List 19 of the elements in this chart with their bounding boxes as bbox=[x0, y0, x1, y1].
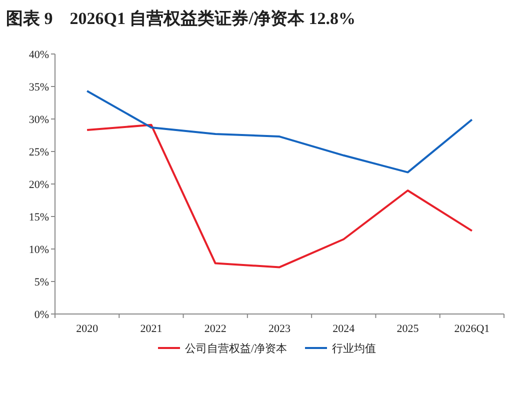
y-tick-label: 30% bbox=[28, 114, 49, 126]
y-tick-label: 35% bbox=[28, 82, 49, 94]
y-tick-label: 15% bbox=[28, 212, 49, 224]
x-tick-label: 2024 bbox=[332, 323, 356, 335]
y-tick-label: 0% bbox=[34, 309, 49, 321]
x-tick-label: 2026Q1 bbox=[454, 323, 490, 335]
x-tick-label: 2020 bbox=[76, 323, 99, 335]
y-tick-label: 20% bbox=[28, 179, 49, 191]
y-tick-label: 40% bbox=[28, 49, 49, 61]
x-tick-label: 2021 bbox=[140, 323, 162, 335]
x-tick-label: 2022 bbox=[204, 323, 226, 335]
chart-title: 图表 9 2026Q1 自营权益类证券/净资本 12.8% bbox=[6, 9, 356, 28]
y-tick-label: 5% bbox=[34, 276, 49, 288]
y-tick-label: 25% bbox=[28, 146, 49, 158]
legend-label: 行业均值 bbox=[332, 342, 376, 355]
legend-label: 公司自营权益/净资本 bbox=[185, 342, 288, 355]
x-tick-label: 2025 bbox=[396, 323, 420, 335]
y-tick-label: 10% bbox=[28, 244, 49, 256]
x-tick-label: 2023 bbox=[268, 323, 291, 335]
